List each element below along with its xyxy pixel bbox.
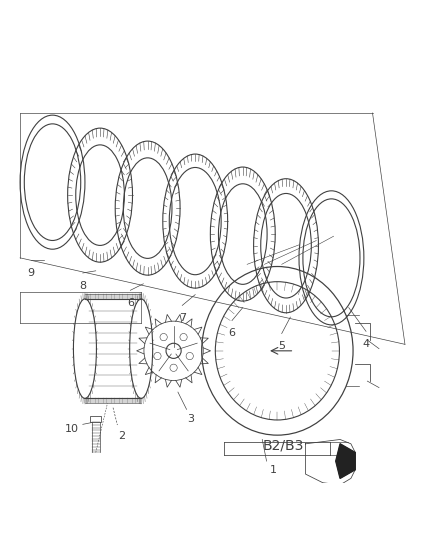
Polygon shape xyxy=(336,444,355,479)
Text: 8: 8 xyxy=(79,281,86,291)
Text: 5: 5 xyxy=(278,341,285,351)
Bar xyxy=(90,416,101,422)
Text: 9: 9 xyxy=(27,268,35,278)
Text: 6: 6 xyxy=(229,328,236,338)
Text: B2/B3: B2/B3 xyxy=(262,439,304,453)
Text: 3: 3 xyxy=(187,414,194,424)
Text: 1: 1 xyxy=(269,465,276,475)
Text: 6: 6 xyxy=(127,298,134,308)
Text: 4: 4 xyxy=(363,339,370,349)
Text: 10: 10 xyxy=(65,424,79,434)
Text: 7: 7 xyxy=(179,313,186,323)
Text: 2: 2 xyxy=(118,432,125,441)
